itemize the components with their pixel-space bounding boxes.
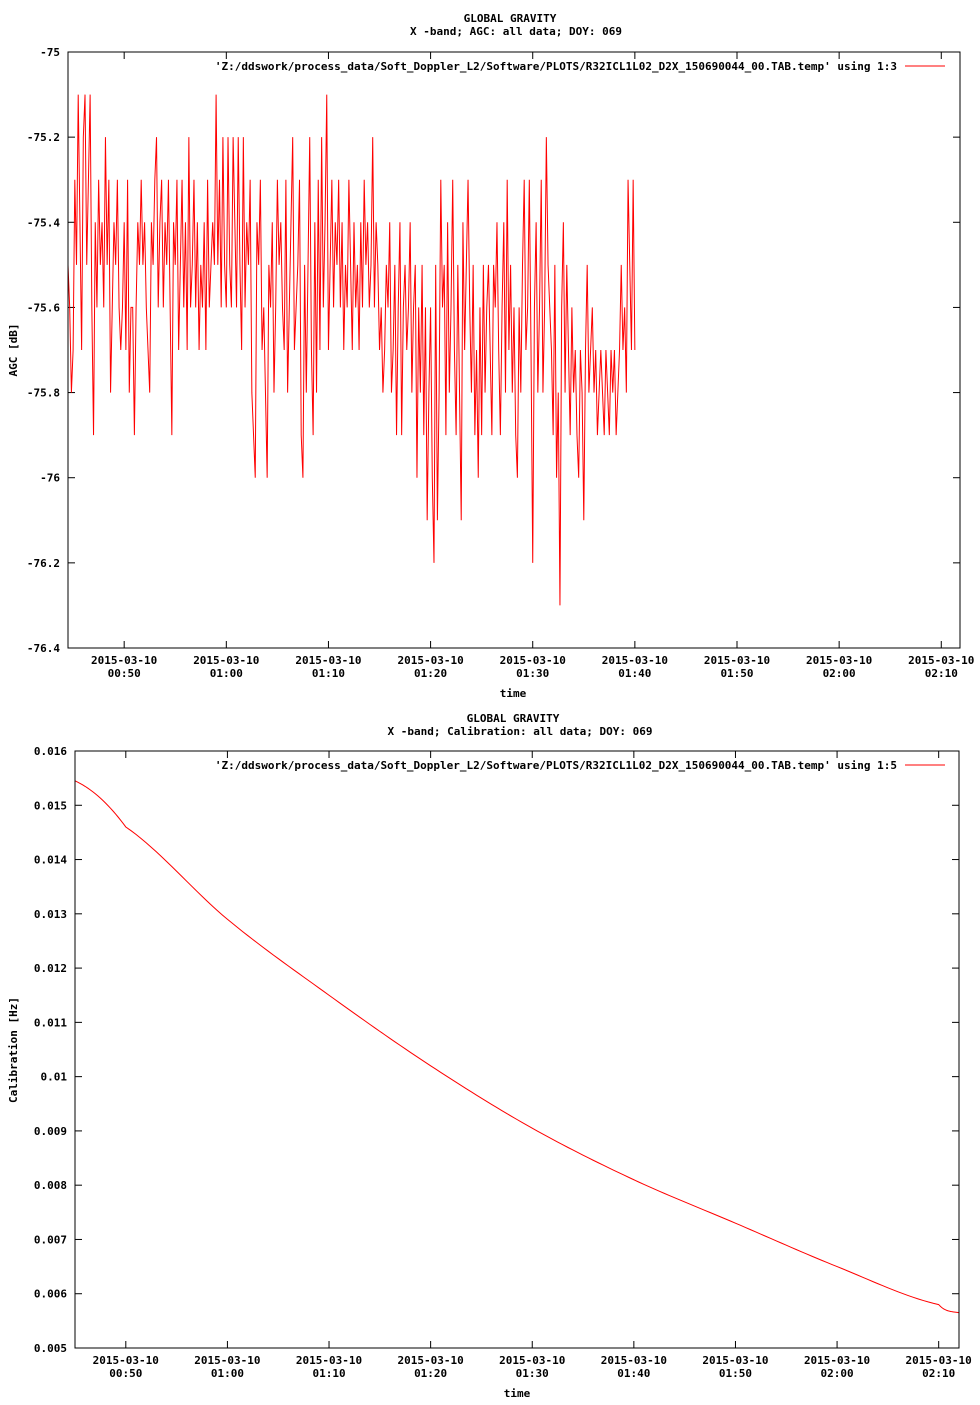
calibration-x-tick-date: 2015-03-10 [398,1354,464,1367]
agc-legend-label: 'Z:/ddswork/process_data/Soft_Doppler_L2… [215,60,897,73]
agc-y-axis-label: AGC [dB] [7,324,20,377]
agc-y-tick-label: -76.4 [27,642,60,655]
calibration-axis-ticks: 0.016 0.015 0.014 0.013 0.012 0.011 0.01 0.009 0… [34,745,972,1380]
calibration-y-tick-label: 0.015 [34,799,67,812]
calibration-chart: GLOBAL GRAVITY X -band; Calibration: all… [7,712,972,1400]
calibration-x-tick-time: 01:40 [617,1367,650,1380]
agc-x-tick-time: 01:00 [210,667,243,680]
agc-x-tick-date: 2015-03-10 [91,654,157,667]
agc-x-axis-label: time [500,687,527,700]
calibration-y-tick-label: 0.007 [34,1233,67,1246]
calibration-x-tick-time: 01:20 [414,1367,447,1380]
agc-y-tick-label: -75.8 [27,387,60,400]
agc-y-tick-label: -75.6 [27,301,60,314]
calibration-x-tick-time: 01:00 [211,1367,244,1380]
calibration-y-tick-label: 0.005 [34,1342,67,1355]
calibration-y-tick-label: 0.006 [34,1288,67,1301]
calibration-x-tick-time: 02:10 [922,1367,955,1380]
agc-x-tick-date: 2015-03-10 [295,654,361,667]
agc-chart: GLOBAL GRAVITY X -band; AGC: all data; D… [7,12,974,700]
calibration-chart-subtitle: X -band; Calibration: all data; DOY: 069 [388,725,653,738]
agc-x-tick-date: 2015-03-10 [704,654,770,667]
calibration-y-tick-label: 0.011 [34,1016,67,1029]
agc-x-tick-time: 01:40 [618,667,651,680]
agc-x-tick-time: 01:50 [720,667,753,680]
calibration-x-tick-time: 01:50 [719,1367,752,1380]
calibration-y-tick-label: 0.014 [34,854,67,867]
agc-x-tick-date: 2015-03-10 [602,654,668,667]
calibration-y-tick-label: 0.012 [34,962,67,975]
calibration-x-tick-time: 01:10 [312,1367,345,1380]
agc-chart-subtitle: X -band; AGC: all data; DOY: 069 [410,25,622,38]
agc-x-tick-date: 2015-03-10 [193,654,259,667]
calibration-x-tick-time: 01:30 [516,1367,549,1380]
agc-y-tick-label: -75.2 [27,131,60,144]
agc-y-tick-label: -76.2 [27,557,60,570]
agc-x-tick-date: 2015-03-10 [500,654,566,667]
calibration-series-line [74,780,960,1314]
calibration-chart-title: GLOBAL GRAVITY [467,712,560,725]
calibration-x-tick-date: 2015-03-10 [804,1354,870,1367]
calibration-y-tick-label: 0.013 [34,908,67,921]
agc-x-tick-time: 01:30 [516,667,549,680]
agc-x-tick-date: 2015-03-10 [908,654,974,667]
calibration-x-tick-date: 2015-03-10 [194,1354,260,1367]
agc-y-tick-label: -76 [40,472,60,485]
agc-chart-title: GLOBAL GRAVITY [464,12,557,25]
calibration-y-tick-label: 0.008 [34,1179,67,1192]
agc-axis-ticks: -75 -75.2 -75.4 -75.6 -75.8 -76 -76.2 -76.4 2015… [27,46,975,680]
calibration-legend-label: 'Z:/ddswork/process_data/Soft_Doppler_L2… [215,759,897,772]
agc-y-tick-label: -75 [40,46,60,59]
calibration-x-tick-date: 2015-03-10 [93,1354,159,1367]
calibration-y-axis-label: Calibration [Hz] [7,997,20,1103]
agc-plot-frame [67,51,961,649]
calibration-y-tick-label: 0.009 [34,1125,67,1138]
agc-series-line [67,94,636,606]
calibration-y-tick-label: 0.016 [34,745,67,758]
calibration-x-tick-time: 02:00 [821,1367,854,1380]
calibration-x-tick-date: 2015-03-10 [601,1354,667,1367]
calibration-x-axis-label: time [504,1387,531,1400]
agc-x-tick-time: 01:10 [312,667,345,680]
calibration-x-tick-date: 2015-03-10 [702,1354,768,1367]
agc-x-tick-time: 02:10 [925,667,958,680]
agc-y-tick-label: -75.4 [27,216,60,229]
agc-x-tick-date: 2015-03-10 [806,654,872,667]
agc-x-tick-date: 2015-03-10 [397,654,463,667]
calibration-x-tick-date: 2015-03-10 [499,1354,565,1367]
agc-x-tick-time: 00:50 [108,667,141,680]
agc-x-tick-time: 02:00 [823,667,856,680]
agc-x-tick-time: 01:20 [414,667,447,680]
calibration-x-tick-time: 00:50 [109,1367,142,1380]
calibration-y-tick-label: 0.01 [41,1071,68,1084]
calibration-x-tick-date: 2015-03-10 [296,1354,362,1367]
calibration-x-tick-date: 2015-03-10 [906,1354,972,1367]
calibration-plot-frame [74,750,960,1349]
